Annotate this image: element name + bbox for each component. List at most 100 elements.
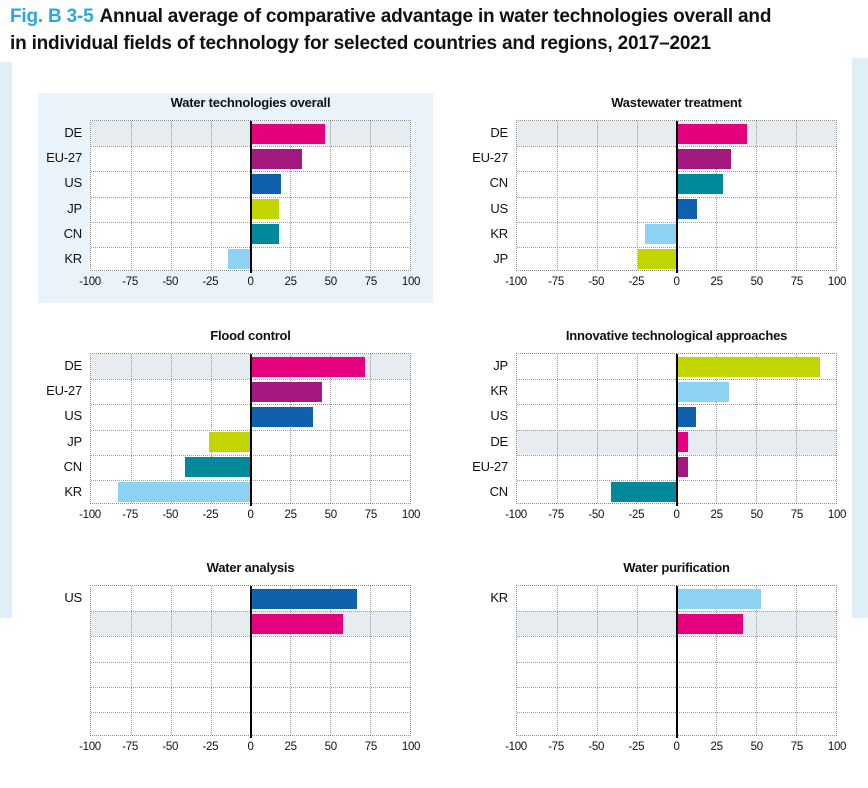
x-tick-label: -100 <box>505 276 527 288</box>
x-tick-label: -50 <box>162 509 179 521</box>
x-tick-label: 75 <box>790 276 804 288</box>
figure-caption: Fig. B 3-5 Annual average of comparative … <box>10 4 866 57</box>
chart-water-technologies-overall: Water technologies overall DE EU-27 US JP CN K… <box>38 93 420 323</box>
grid-line-vertical <box>716 121 718 270</box>
x-tick-label: 100 <box>827 276 847 288</box>
x-tick-label: -100 <box>505 509 527 521</box>
bar-us <box>676 406 696 427</box>
x-tick-label: 0 <box>673 509 680 521</box>
grid-line-vertical <box>210 354 212 503</box>
row-label: CN <box>63 458 83 474</box>
chart-wastewater-treatment: Wastewater treatment DE EU-27 CN US KR JP -100-… <box>464 93 846 323</box>
zero-axis-line <box>675 354 678 506</box>
row-label: KR <box>64 250 82 266</box>
bar-cn <box>611 482 677 503</box>
chart-water-purification: Water purification KR -100 -75 -50 -25 0 25 50 75… <box>464 558 846 788</box>
grid-line-vertical <box>596 121 598 270</box>
bar-de <box>250 123 326 144</box>
x-tick-label: -75 <box>548 741 564 753</box>
chart-title: Flood control <box>210 328 291 343</box>
caption-text-line-1: Annual average of comparative advantage … <box>99 6 772 27</box>
x-tick-label: 75 <box>790 741 804 753</box>
x-tick-label: 25 <box>710 276 724 288</box>
row-label: CN <box>63 225 83 241</box>
plot-area <box>90 353 411 506</box>
x-tick-label: -50 <box>162 741 179 753</box>
grid-line-vertical <box>290 121 292 270</box>
grid-line-vertical <box>130 121 132 270</box>
x-tick-label: 100 <box>401 276 421 288</box>
grid-line-vertical <box>210 121 212 270</box>
row-label: DE <box>490 433 508 449</box>
grid-line-vertical <box>370 354 372 503</box>
bar-cn <box>250 224 280 245</box>
row-label: DE <box>64 125 82 140</box>
bar-jp <box>676 356 821 377</box>
bar-jp <box>209 432 251 453</box>
grid-line-vertical <box>130 354 132 503</box>
x-tick-label: -75 <box>122 276 138 288</box>
bar-kr <box>676 381 730 402</box>
plot-area <box>90 120 411 273</box>
plot-area <box>516 120 837 273</box>
x-tick-label: 25 <box>710 741 724 753</box>
row-label: KR <box>64 483 82 499</box>
grid-line-vertical <box>556 354 558 503</box>
x-tick-label: 50 <box>324 741 338 753</box>
x-tick-label: -100 <box>505 741 527 753</box>
x-tick-label: 0 <box>673 741 680 753</box>
bar-de <box>676 123 747 144</box>
x-tick-label: -75 <box>548 509 564 521</box>
x-tick-label: -75 <box>122 741 138 753</box>
x-tick-label: 0 <box>247 741 254 753</box>
bar-cn <box>185 457 251 478</box>
x-tick-label: 75 <box>364 741 378 753</box>
bar-kr <box>118 482 251 503</box>
x-tick-label: -25 <box>628 741 645 753</box>
x-tick-label: -50 <box>588 741 605 753</box>
plot-area <box>516 353 837 506</box>
row-label: US <box>64 590 82 605</box>
grid-line-vertical <box>636 354 638 503</box>
bar-eu-27 <box>676 457 688 478</box>
row-label <box>464 610 508 635</box>
x-tick-label: 100 <box>401 741 421 753</box>
x-axis: -100 -75 -50 -25 0 25 50 75 100 <box>79 509 420 523</box>
bar-jp <box>638 249 677 270</box>
row-label: JP <box>493 250 508 266</box>
chart-water-analysis: Water analysis US -100 -75 -50 -25 0 25 50 75 100 <box>38 558 420 788</box>
row-label: KR <box>490 590 508 605</box>
grid-line-vertical <box>596 354 598 503</box>
x-tick-label: -50 <box>162 276 179 288</box>
grid-line-vertical <box>170 121 172 270</box>
zero-axis-line <box>675 121 678 273</box>
grid-line-vertical <box>716 354 718 503</box>
x-tick-label: -50 <box>588 509 605 521</box>
x-tick-label: -100 <box>79 741 101 753</box>
grid-line-vertical <box>636 121 638 270</box>
x-tick-label: -25 <box>628 276 645 288</box>
row-label: US <box>64 175 82 191</box>
caption-line-1: Fig. B 3-5 Annual average of comparative … <box>10 4 866 31</box>
row-label: CN <box>489 483 509 499</box>
bar-de <box>676 432 688 453</box>
row-label: JP <box>67 200 82 216</box>
page-background-stripe-left <box>0 62 12 618</box>
zero-axis-line <box>249 586 252 738</box>
x-axis: -100 -75 -50 -25 0 25 50 75 100 <box>505 276 846 290</box>
row-label: EU-27 <box>46 150 82 166</box>
x-axis: -100 -75 -50 -25 0 25 50 75 100 <box>79 741 420 755</box>
x-tick-label: 25 <box>284 276 298 288</box>
caption-line-2: in individual fields of technology for s… <box>10 32 711 54</box>
bar-us <box>250 406 313 427</box>
x-tick-label: 50 <box>324 509 338 521</box>
zero-axis-line <box>675 586 678 738</box>
bar-kr <box>676 588 762 609</box>
row-label: US <box>490 408 508 424</box>
grid-line-vertical <box>756 354 758 503</box>
page-background-stripe-right <box>852 58 868 618</box>
row-label: EU-27 <box>472 458 508 474</box>
charts-grid: Water technologies overall DE EU-27 US JP CN K… <box>38 93 846 753</box>
chart-flood-control: Flood control DE EU-27 US JP CN KR -100 -75 -50 -2… <box>38 326 420 556</box>
bar-jp <box>250 199 280 220</box>
